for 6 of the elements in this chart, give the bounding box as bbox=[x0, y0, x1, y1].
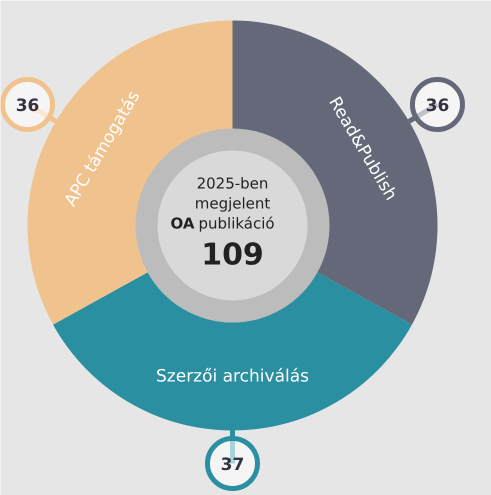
data-label: 37 bbox=[220, 455, 244, 475]
data-label: 36 bbox=[426, 96, 450, 116]
slice-label: Szerzői archiválás bbox=[156, 366, 310, 386]
text: 109 bbox=[201, 238, 264, 272]
data-label: 36 bbox=[16, 96, 40, 116]
text: 2025-ben megjelent OA publikáció bbox=[170, 174, 275, 232]
